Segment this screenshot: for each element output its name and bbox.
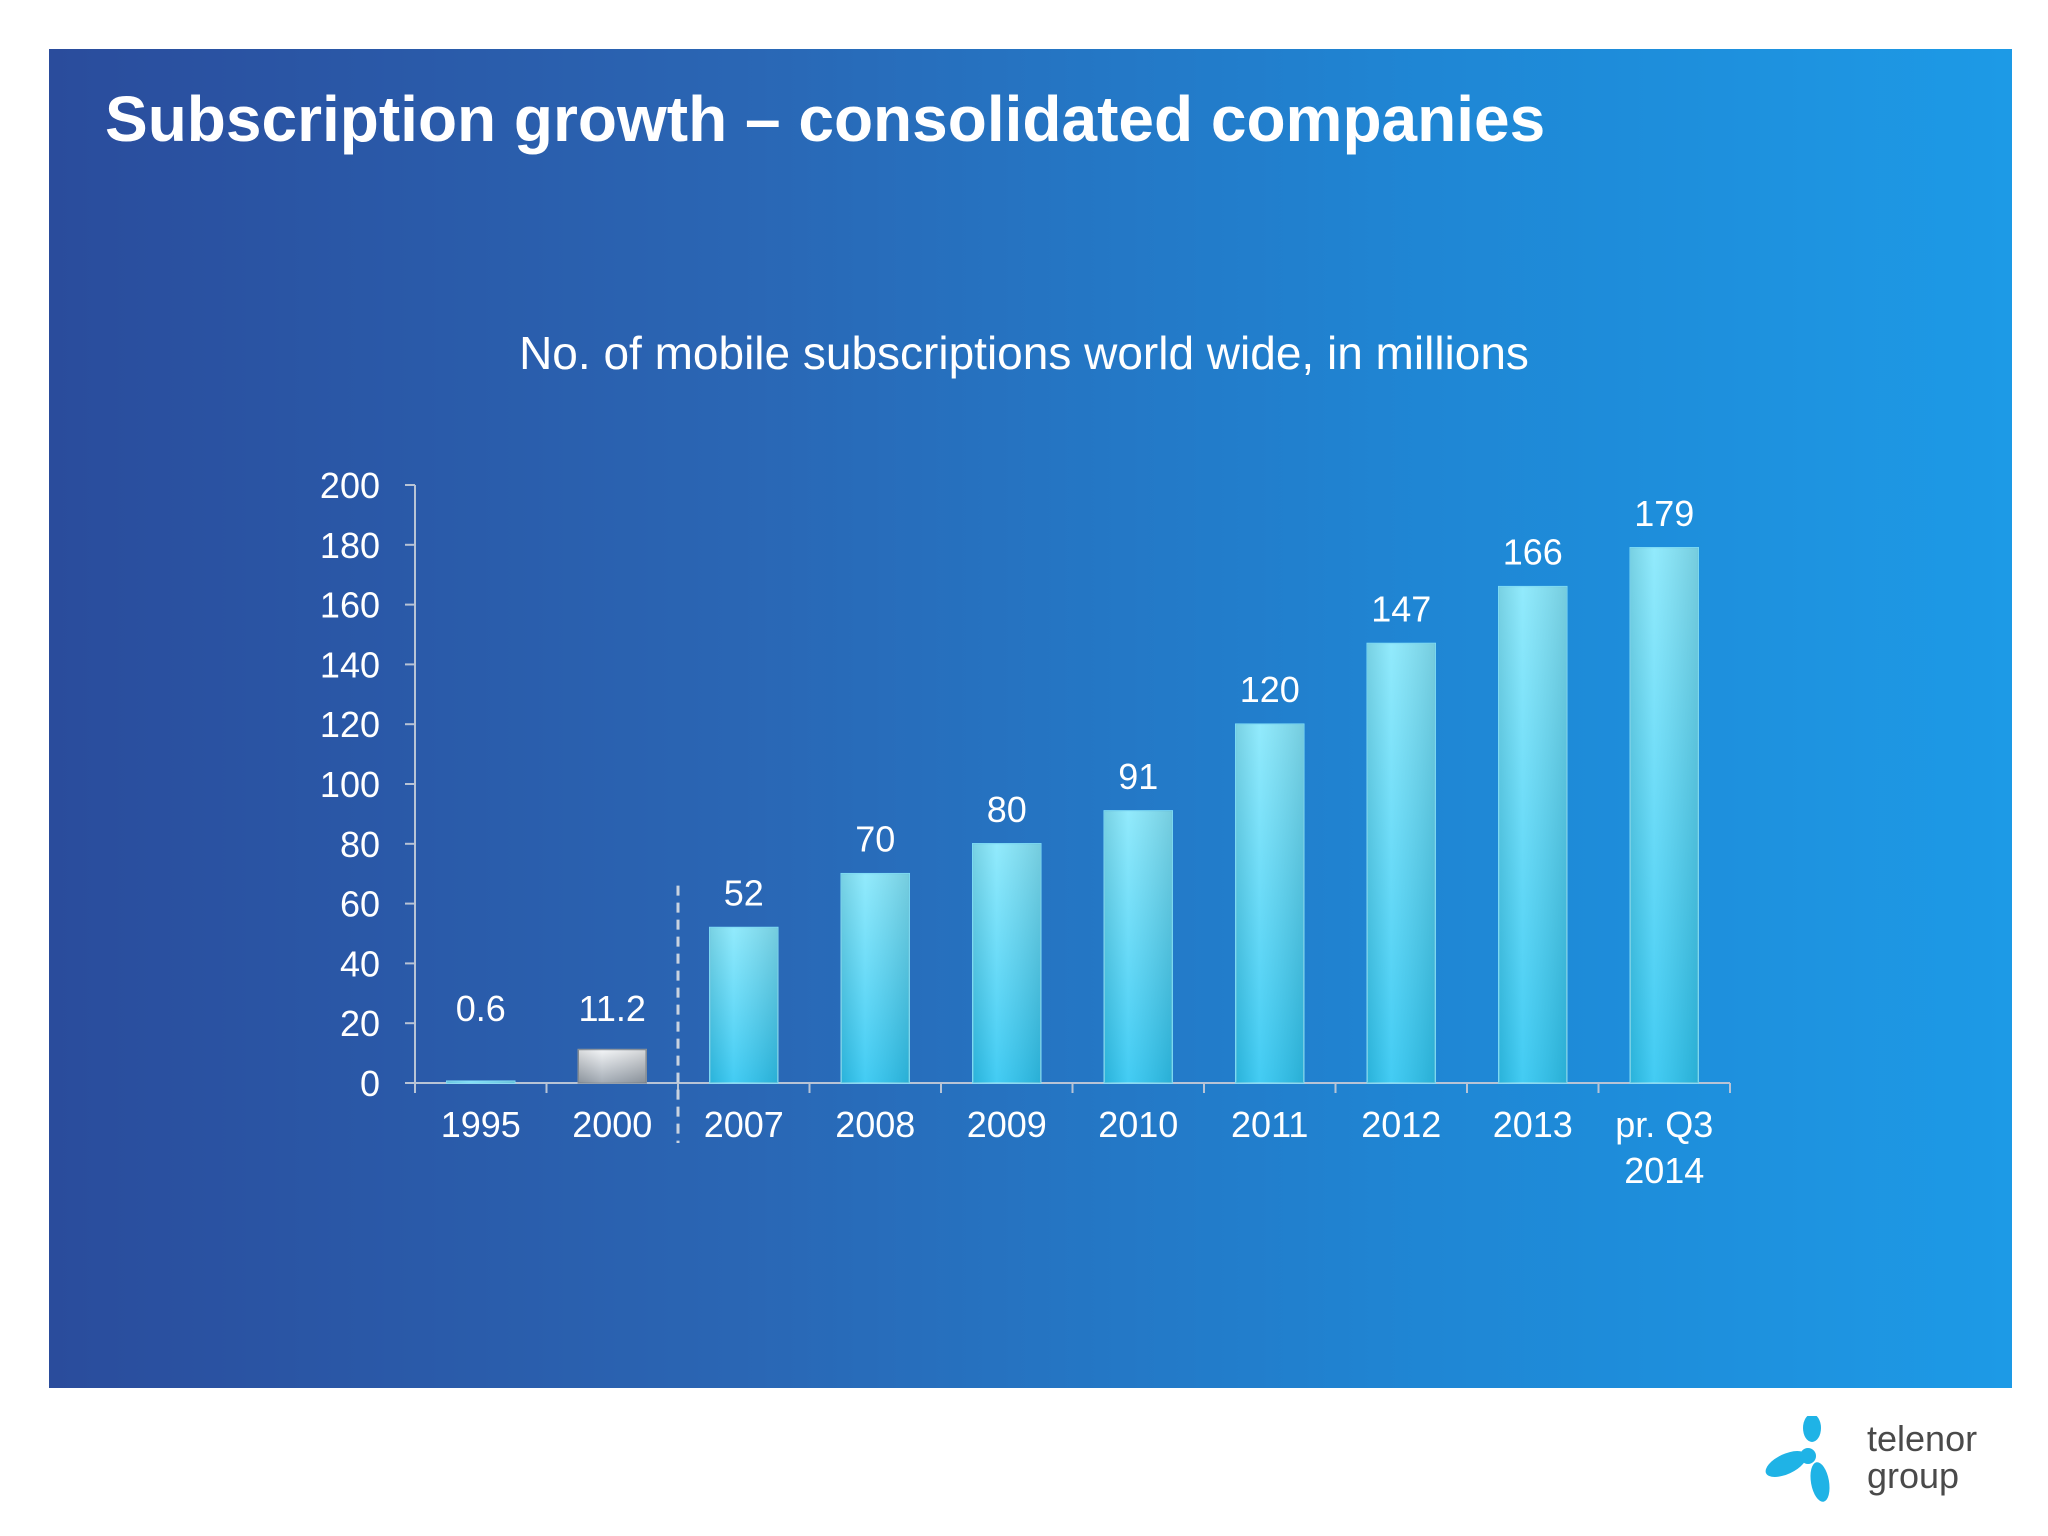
x-category-label: 2000 (572, 1104, 652, 1145)
y-tick-label: 120 (320, 704, 380, 745)
data-label: 52 (724, 873, 764, 914)
x-category-label: 2008 (835, 1104, 915, 1145)
data-label: 70 (855, 819, 895, 860)
bars-layer (446, 547, 1699, 1084)
bar-shading (709, 927, 778, 1083)
logo-line-telenor: telenor (1867, 1418, 1978, 1459)
y-tick-label: 200 (320, 465, 380, 506)
data-label: 166 (1503, 532, 1563, 573)
bar-shading (1104, 810, 1173, 1083)
y-tick-label: 160 (320, 585, 380, 626)
y-tick-label: 140 (320, 644, 380, 685)
y-tick-label: 100 (320, 764, 380, 805)
x-category-label: 2014 (1624, 1150, 1704, 1191)
labels-layer: 0 20 40 60 80 100 120 140 160 180 200 0.6 1995 11.2 20… (320, 465, 1713, 1191)
chart-title: No. of mobile subscriptions world wide, … (519, 327, 1529, 379)
bar-shading (972, 843, 1041, 1083)
data-label: 120 (1240, 669, 1300, 710)
bar-shading (578, 1049, 647, 1083)
x-category-label: 2012 (1361, 1104, 1441, 1145)
x-category-label: 2013 (1493, 1104, 1573, 1145)
y-tick-label: 180 (320, 525, 380, 566)
logo-line-group: group (1867, 1455, 1960, 1496)
x-category-label: 1995 (441, 1104, 521, 1145)
x-category-label: 2007 (704, 1104, 784, 1145)
x-category-label: pr. Q3 (1615, 1104, 1713, 1145)
data-label: 0.6 (456, 988, 506, 1029)
y-tick-label: 20 (340, 1003, 380, 1044)
y-tick-label: 0 (360, 1063, 380, 1104)
telenor-propeller-icon (1765, 1414, 1830, 1502)
telenor-logo: telenor group (1762, 1414, 1992, 1506)
x-category-label: 2009 (967, 1104, 1047, 1145)
logo-wordmark: telenor group (1867, 1420, 1977, 1494)
data-label: 91 (1118, 756, 1158, 797)
bar-shading (841, 873, 910, 1083)
bar-shading (446, 1081, 515, 1083)
bar-shading (1498, 586, 1567, 1083)
x-category-label: 2010 (1098, 1104, 1178, 1145)
y-tick-label: 60 (340, 884, 380, 925)
bar-shading (1367, 643, 1436, 1083)
slide-title: Subscription growth – consolidated compa… (105, 83, 1546, 155)
data-label: 11.2 (579, 988, 646, 1029)
bar-shading (1630, 547, 1699, 1083)
bar-shading (1235, 724, 1304, 1083)
x-category-label: 2011 (1231, 1104, 1308, 1145)
data-label: 147 (1371, 588, 1431, 629)
data-label: 179 (1634, 493, 1694, 534)
y-tick-label: 80 (340, 824, 380, 865)
data-label: 80 (987, 789, 1027, 830)
y-tick-label: 40 (340, 943, 380, 984)
